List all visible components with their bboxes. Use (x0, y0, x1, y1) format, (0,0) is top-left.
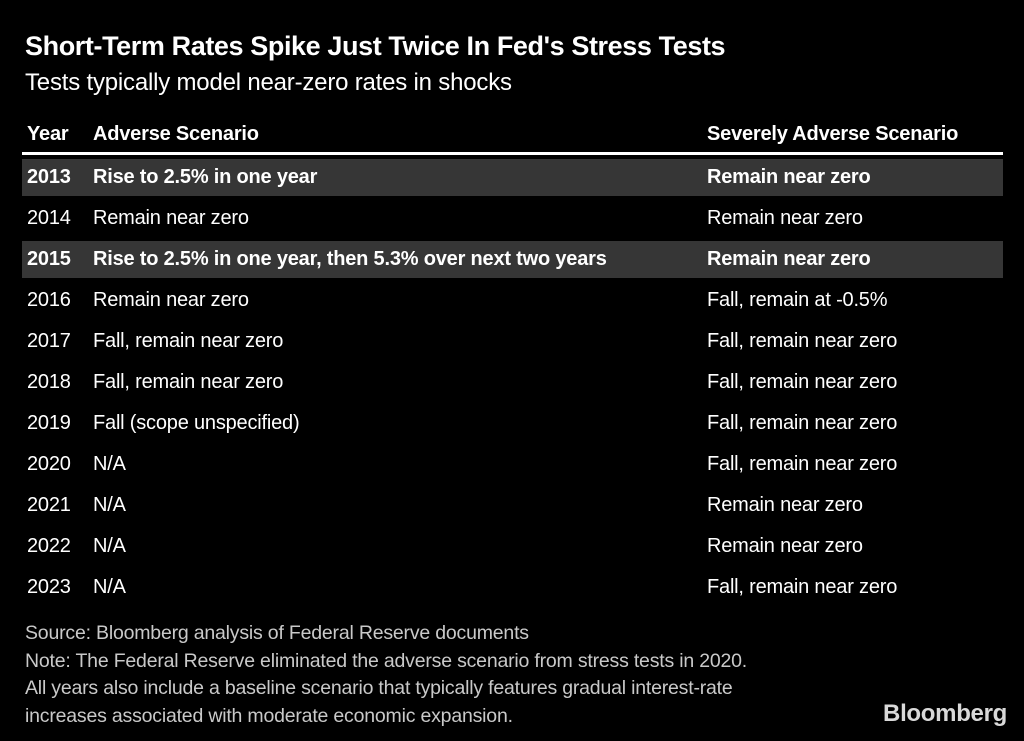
cell-adverse-scenario: Remain near zero (93, 289, 249, 311)
table-row: 2020 N/A Fall, remain near zero (22, 444, 1003, 485)
table-row: 2018 Fall, remain near zero Fall, remain… (22, 362, 1003, 403)
cell-year: 2020 (27, 453, 71, 475)
cell-adverse-scenario: N/A (93, 576, 126, 598)
cell-adverse-scenario: Remain near zero (93, 207, 249, 229)
column-header-severely-adverse-scenario: Severely Adverse Scenario (707, 122, 959, 145)
table-row: 2022 N/A Remain near zero (22, 526, 1003, 567)
cell-year: 2015 (27, 248, 71, 270)
cell-year: 2013 (27, 166, 71, 188)
cell-year: 2022 (27, 535, 71, 557)
bloomberg-logo: Bloomberg (883, 700, 1007, 727)
table-row: 2013 Rise to 2.5% in one year Remain nea… (22, 157, 1003, 198)
table-header-row: Year Adverse Scenario Severely Adverse S… (22, 116, 1003, 152)
cell-severely-adverse-scenario: Remain near zero (707, 494, 863, 516)
source-line: Source: Bloomberg analysis of Federal Re… (25, 622, 529, 644)
note-line-1: Note: The Federal Reserve eliminated the… (25, 649, 748, 672)
column-header-year: Year (27, 122, 69, 145)
cell-year: 2021 (27, 494, 71, 516)
cell-severely-adverse-scenario: Remain near zero (707, 166, 871, 188)
note-line-2: All years also include a baseline scenar… (25, 677, 733, 699)
cell-adverse-scenario: Fall, remain near zero (93, 330, 284, 352)
cell-severely-adverse-scenario: Remain near zero (707, 207, 863, 229)
table-row: 2019 Fall (scope unspecified) Fall, rema… (22, 403, 1003, 444)
cell-year: 2017 (27, 330, 71, 352)
cell-adverse-scenario: Rise to 2.5% in one year (93, 166, 318, 188)
header-divider (22, 152, 1003, 155)
column-header-adverse-scenario: Adverse Scenario (93, 122, 259, 145)
cell-adverse-scenario: Fall (scope unspecified) (93, 412, 300, 434)
cell-severely-adverse-scenario: Fall, remain near zero (707, 330, 898, 352)
cell-year: 2016 (27, 289, 71, 311)
cell-adverse-scenario: N/A (93, 453, 126, 475)
table-row: 2015 Rise to 2.5% in one year, then 5.3%… (22, 239, 1003, 280)
cell-adverse-scenario: Fall, remain near zero (93, 371, 284, 393)
cell-severely-adverse-scenario: Fall, remain near zero (707, 453, 898, 475)
cell-year: 2014 (27, 207, 71, 229)
cell-adverse-scenario: Rise to 2.5% in one year, then 5.3% over… (93, 248, 607, 270)
cell-severely-adverse-scenario: Fall, remain near zero (707, 371, 898, 393)
table-row: 2023 N/A Fall, remain near zero (22, 567, 1003, 608)
cell-year: 2019 (27, 412, 71, 434)
cell-severely-adverse-scenario: Remain near zero (707, 248, 871, 270)
table-row: 2021 N/A Remain near zero (22, 485, 1003, 526)
cell-adverse-scenario: N/A (93, 494, 126, 516)
chart-title: Short-Term Rates Spike Just Twice In Fed… (25, 31, 726, 61)
chart-subtitle: Tests typically model near-zero rates in… (25, 69, 512, 96)
cell-severely-adverse-scenario: Remain near zero (707, 535, 863, 557)
note-line-3: increases associated with moderate econo… (25, 704, 513, 727)
cell-severely-adverse-scenario: Fall, remain near zero (707, 576, 898, 598)
cell-year: 2023 (27, 576, 71, 598)
table-body: 2013 Rise to 2.5% in one year Remain nea… (22, 155, 1003, 608)
footnotes: Source: Bloomberg analysis of Federal Re… (25, 620, 747, 730)
cell-severely-adverse-scenario: Fall, remain near zero (707, 412, 898, 434)
table-row: 2017 Fall, remain near zero Fall, remain… (22, 321, 1003, 362)
cell-adverse-scenario: N/A (93, 535, 126, 557)
scenario-table: Year Adverse Scenario Severely Adverse S… (22, 116, 1003, 608)
cell-year: 2018 (27, 371, 71, 393)
table-row: 2014 Remain near zero Remain near zero (22, 198, 1003, 239)
table-row: 2016 Remain near zero Fall, remain at -0… (22, 280, 1003, 321)
cell-severely-adverse-scenario: Fall, remain at -0.5% (707, 289, 888, 311)
